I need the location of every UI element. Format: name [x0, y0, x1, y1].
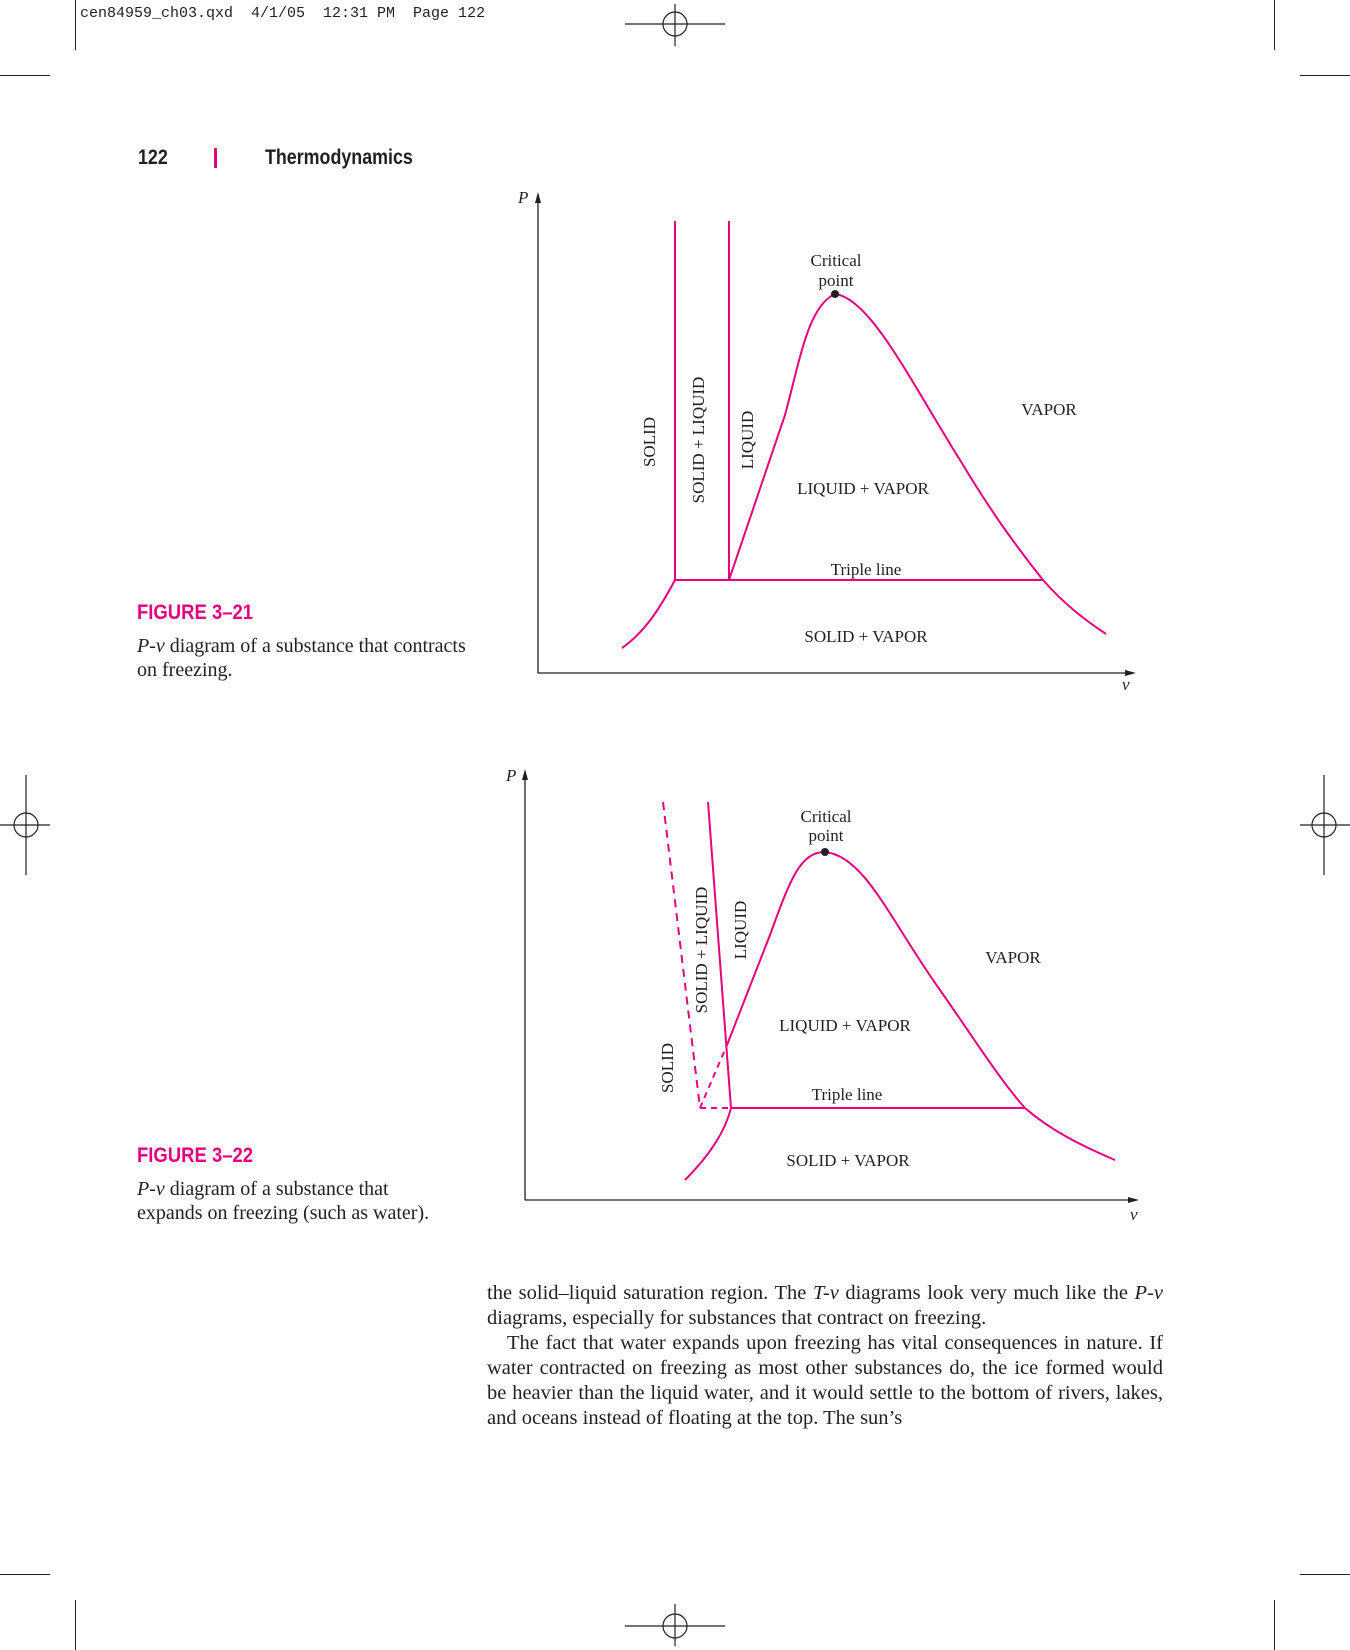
caption-text: diagram of a substance that contracts on… [137, 635, 466, 681]
text-run: T-v [812, 1282, 839, 1304]
liquid-vapor-label: LIQUID + VAPOR [779, 1016, 911, 1035]
v-axis-arrow [1128, 1197, 1139, 1203]
critical-label-line1: Critical [811, 251, 862, 270]
body-text: the solid–liquid saturation region. The … [487, 1281, 1163, 1431]
solid-label: SOLID [640, 417, 659, 467]
paragraph: The fact that water expands upon freezin… [487, 1332, 1163, 1429]
v-axis-arrow [1125, 670, 1136, 676]
critical-point-dot [821, 848, 829, 856]
liquid-vapor-label: LIQUID + VAPOR [797, 479, 929, 498]
figure-caption: P-v diagram of a substance that contract… [137, 634, 467, 682]
v-axis-label: v [1130, 1205, 1138, 1224]
p-axis-label: P [517, 188, 528, 207]
caption-variable: P-v [137, 1178, 165, 1200]
solid-liquid-label: SOLID + LIQUID [692, 887, 711, 1014]
v-axis-label: v [1122, 675, 1130, 694]
p-axis-arrow [522, 769, 528, 780]
crop-mark [1274, 1600, 1275, 1650]
critical-point-dot [831, 290, 839, 298]
saturated-vapor-line [834, 293, 1044, 581]
crop-mark [0, 75, 50, 76]
crop-mark [75, 1600, 76, 1650]
page-number: 122 [138, 146, 168, 169]
crop-mark [1274, 0, 1275, 50]
vapor-label: VAPOR [1021, 400, 1077, 419]
saturated-liquid-line [728, 293, 836, 581]
figure-caption: P-v diagram of a substance that expands … [137, 1177, 457, 1225]
text-run: diagrams look very much like the [838, 1282, 1135, 1304]
p-axis-label: P [505, 766, 516, 785]
paragraph: the solid–liquid saturation region. The … [487, 1281, 1163, 1331]
crop-mark [0, 1574, 50, 1575]
vapor-extension [1024, 1107, 1116, 1161]
critical-label-line2: point [809, 826, 844, 845]
solid-vapor-label: SOLID + VAPOR [786, 1151, 910, 1170]
figure-label: FIGURE 3–21 [137, 601, 254, 624]
crop-mark [75, 0, 76, 50]
caption-variable: P-v [137, 635, 165, 657]
print-slug: cen84959_ch03.qxd 4/1/05 12:31 PM Page 1… [80, 5, 486, 22]
triple-line-label: Triple line [812, 1085, 883, 1104]
text-run: diagrams, especially for substances that… [487, 1307, 987, 1329]
crop-mark [1300, 1574, 1350, 1575]
liquid-label: LIQUID [731, 901, 750, 960]
sublimation-curve [621, 579, 676, 649]
p-axis-arrow [535, 192, 541, 203]
vapor-label: VAPOR [985, 948, 1041, 967]
solid-label: SOLID [658, 1043, 677, 1093]
liquid-label: LIQUID [738, 411, 757, 470]
fusion-line-solid-dashed [662, 801, 701, 1109]
sublimation-curve [684, 1107, 732, 1181]
saturated-liquid-line [726, 851, 826, 1046]
fusion-line-liquid [707, 801, 732, 1109]
critical-label-line1: Critical [801, 807, 852, 826]
triple-line-label: Triple line [831, 560, 902, 579]
figure-label: FIGURE 3–22 [137, 1144, 254, 1167]
solid-vapor-label: SOLID + VAPOR [804, 627, 928, 646]
header-divider [214, 148, 217, 168]
caption-text: diagram of a substance that expands on f… [137, 1178, 430, 1224]
crop-mark [1300, 75, 1350, 76]
running-title: Thermodynamics [265, 146, 413, 169]
saturated-vapor-line [824, 851, 1026, 1109]
text-run: the solid–liquid saturation region. The [487, 1282, 813, 1304]
saturated-liquid-dashed-extension [699, 1044, 728, 1109]
text-run: P-v [1134, 1282, 1163, 1304]
critical-label-line2: point [819, 271, 854, 290]
vapor-extension [1042, 579, 1107, 635]
solid-liquid-label: SOLID + LIQUID [689, 377, 708, 504]
